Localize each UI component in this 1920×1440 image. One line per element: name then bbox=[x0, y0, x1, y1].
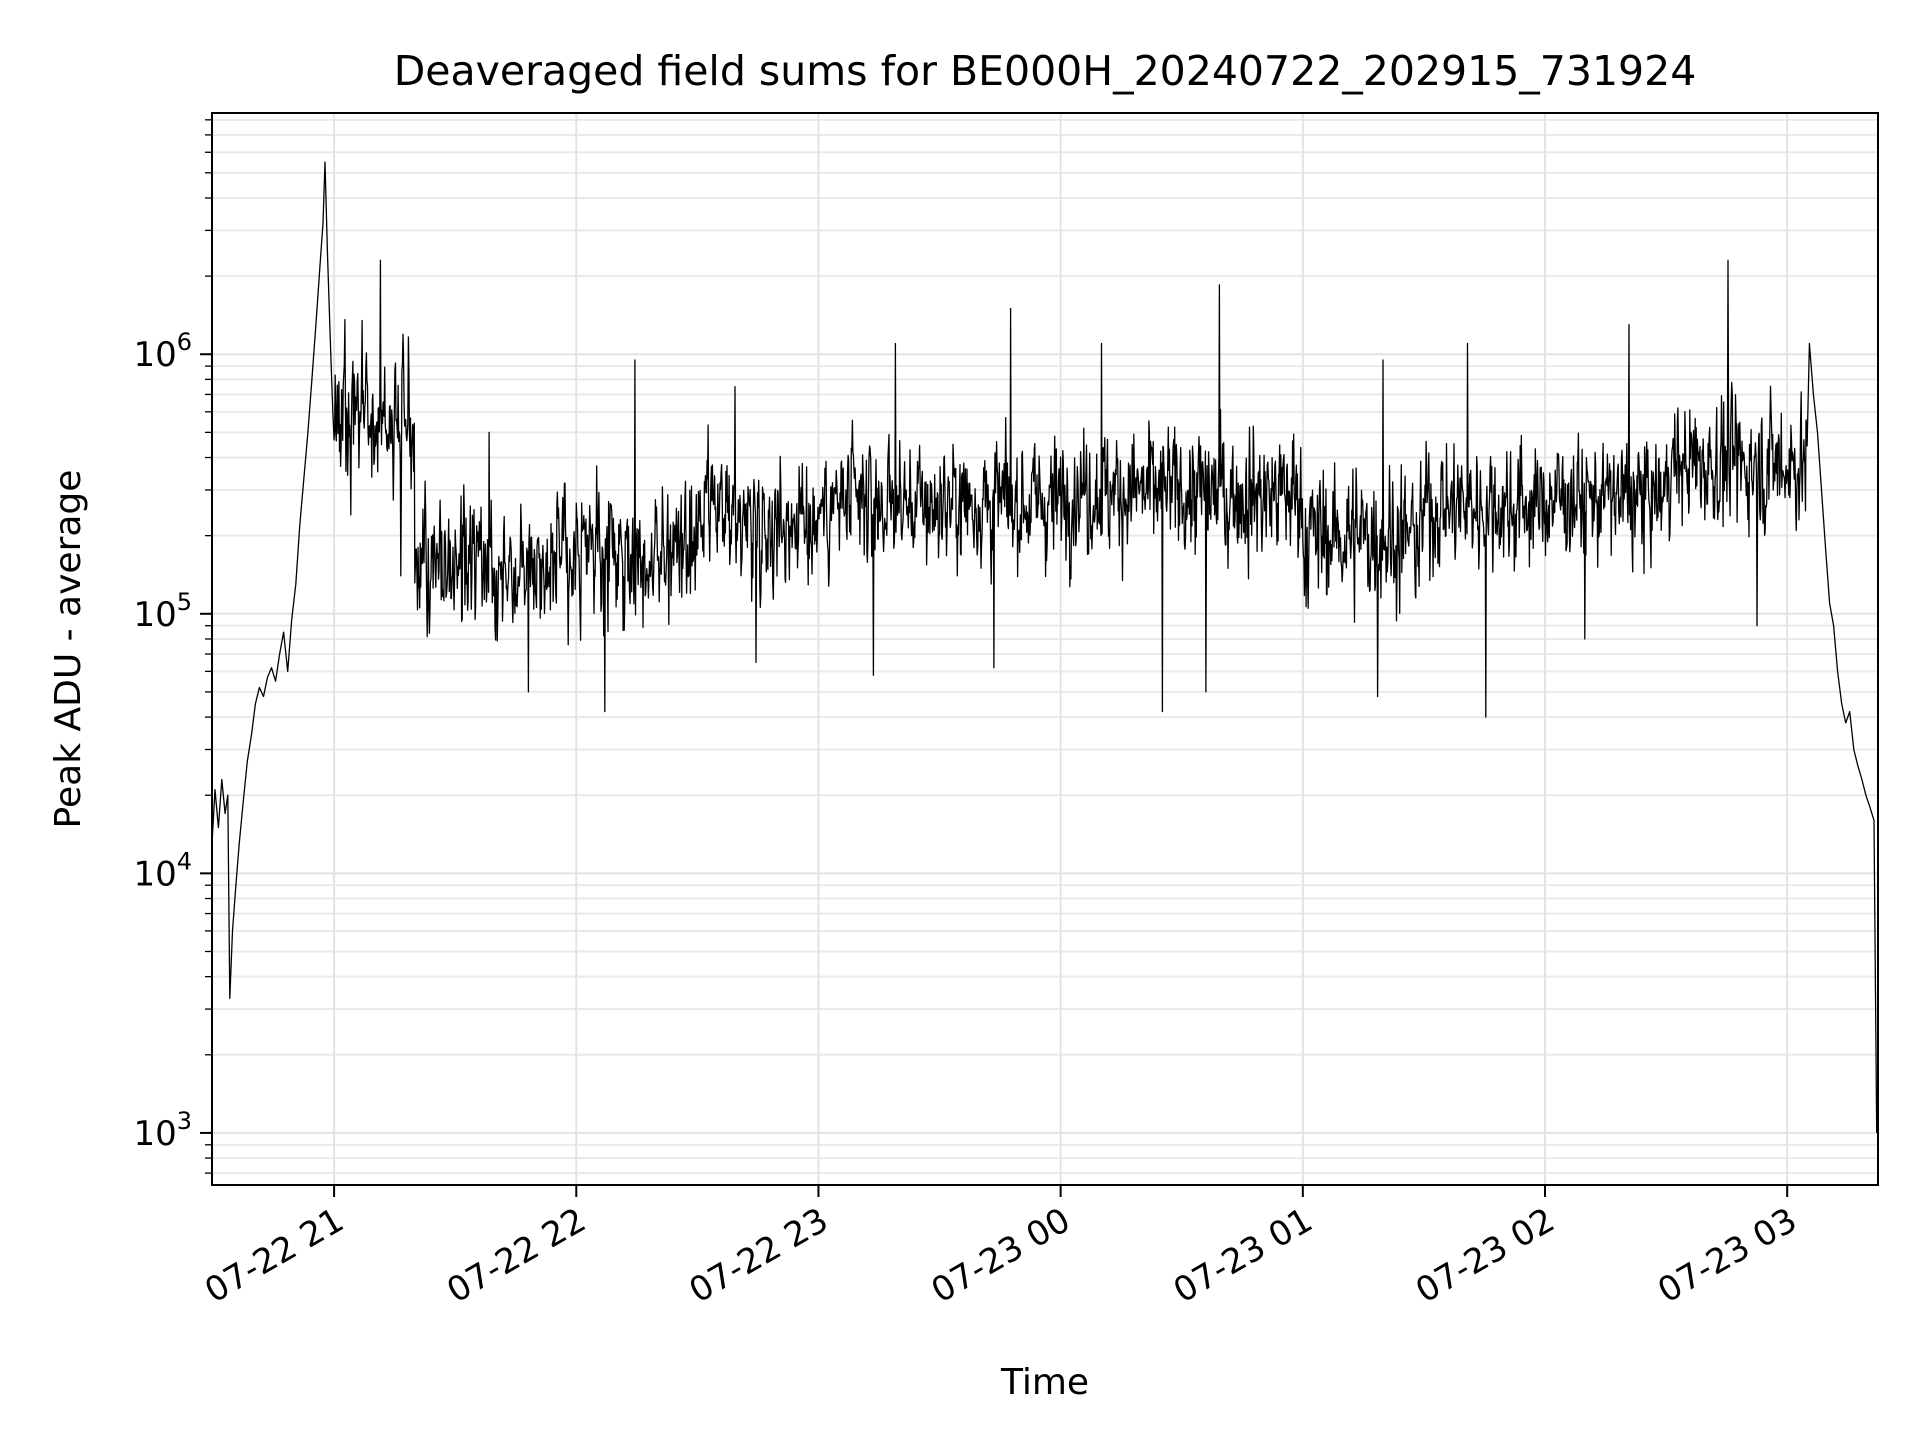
y-axis-label: Peak ADU - average bbox=[48, 470, 89, 829]
plot-frame bbox=[211, 112, 1879, 1186]
grid bbox=[212, 113, 1878, 1185]
chart-title: Deaveraged field sums for BE000H_2024072… bbox=[394, 47, 1697, 95]
series-line bbox=[211, 161, 1878, 1133]
y-tick-label: 105 bbox=[133, 588, 192, 635]
y-tick-label: 103 bbox=[133, 1107, 192, 1154]
y-tick-label: 104 bbox=[133, 847, 192, 894]
x-axis-label: Time bbox=[1000, 1362, 1089, 1403]
y-tick-label: 106 bbox=[133, 328, 192, 375]
